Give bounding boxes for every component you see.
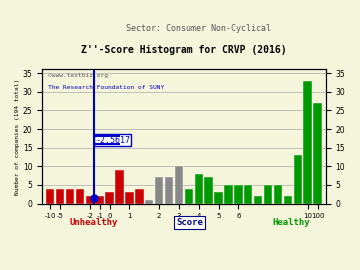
Title: Z''-Score Histogram for CRVP (2016): Z''-Score Histogram for CRVP (2016) xyxy=(81,45,287,55)
Text: -2.5617: -2.5617 xyxy=(95,136,130,145)
Bar xyxy=(95,196,104,204)
Bar xyxy=(244,185,252,204)
Bar xyxy=(254,196,262,204)
Bar xyxy=(165,177,173,204)
Bar xyxy=(175,166,183,204)
Bar xyxy=(66,189,74,204)
Bar xyxy=(115,170,124,204)
Text: The Research Foundation of SUNY: The Research Foundation of SUNY xyxy=(48,86,164,90)
Bar xyxy=(264,185,272,204)
Bar xyxy=(224,185,233,204)
Text: Score: Score xyxy=(176,218,203,227)
Bar xyxy=(234,185,243,204)
Bar xyxy=(46,189,54,204)
Bar xyxy=(86,196,94,204)
Bar xyxy=(125,192,134,204)
Text: Sector: Consumer Non-Cyclical: Sector: Consumer Non-Cyclical xyxy=(126,24,270,33)
Text: ©www.textbiz.org: ©www.textbiz.org xyxy=(48,73,108,78)
Bar xyxy=(76,189,84,204)
Bar xyxy=(284,196,292,204)
Bar xyxy=(194,174,203,204)
Bar xyxy=(155,177,163,204)
Y-axis label: Number of companies (194 total): Number of companies (194 total) xyxy=(15,78,20,195)
Bar xyxy=(314,103,322,204)
Text: Unhealthy: Unhealthy xyxy=(69,218,117,227)
Bar xyxy=(204,177,213,204)
Bar xyxy=(274,185,282,204)
Bar xyxy=(303,80,312,204)
Bar xyxy=(145,200,153,204)
Bar xyxy=(214,192,223,204)
Bar xyxy=(135,189,144,204)
Text: Healthy: Healthy xyxy=(273,218,310,227)
Bar xyxy=(105,192,114,204)
Bar xyxy=(294,155,302,204)
Bar xyxy=(185,189,193,204)
Bar xyxy=(56,189,64,204)
